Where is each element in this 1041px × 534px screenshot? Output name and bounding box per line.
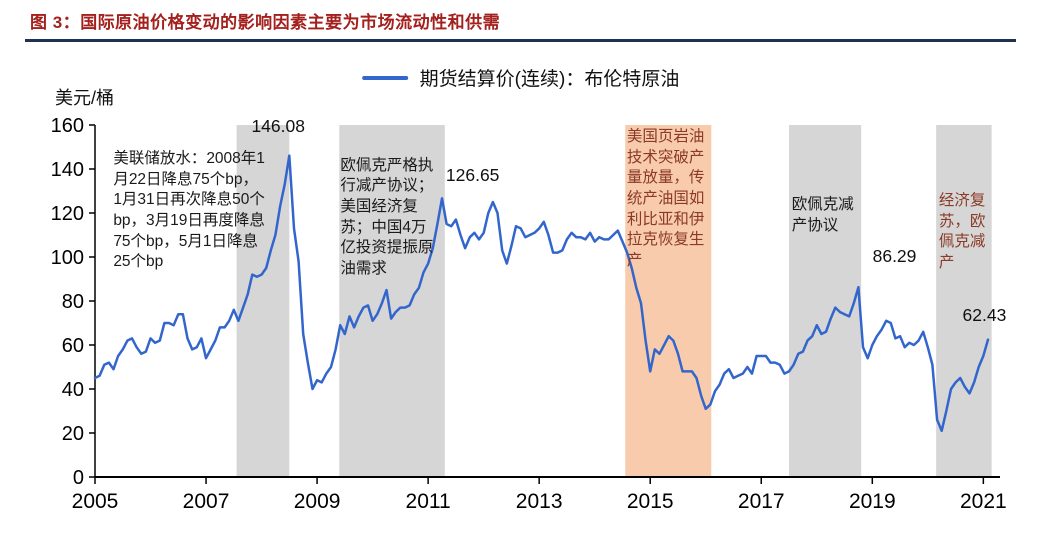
- y-tick-label: 120: [51, 203, 84, 225]
- y-tick-label: 0: [73, 467, 84, 489]
- x-tick-label: 2019: [849, 490, 896, 513]
- y-tick-label: 60: [62, 335, 84, 357]
- chart-legend: 期货结算价(连续)：布伦特原油: [361, 64, 680, 91]
- x-tick-label: 2005: [72, 490, 119, 513]
- band-2014-2016-shale-glut: [625, 125, 712, 477]
- x-tick-label: 2017: [738, 490, 785, 513]
- legend-label: 期货结算价(连续)：布伦特原油: [419, 69, 680, 90]
- axes: 0 20 40 60 80 100 120 140 160 2005 2007 2009 2011 201…: [51, 115, 1007, 513]
- legend-line-swatch: [361, 75, 408, 80]
- x-tick-label: 2007: [183, 490, 230, 513]
- band-2009-2011-recovery: [339, 125, 445, 477]
- y-tick-label: 160: [51, 115, 84, 137]
- y-tick-label: 80: [62, 291, 84, 313]
- y-tick-label: 100: [51, 247, 84, 269]
- x-tick-label: 2013: [516, 490, 563, 513]
- x-tick-label: 2021: [960, 490, 1007, 513]
- figure-title-text: 国际原油价格变动的影响因素主要为市场流动性和供需: [80, 13, 501, 32]
- band-2017-2018-opec-cut: [789, 125, 862, 477]
- y-tick-label: 140: [51, 159, 84, 181]
- x-tick-label: 2015: [627, 490, 674, 513]
- x-tick-label: 2011: [406, 490, 451, 513]
- event-bands: [236, 125, 992, 477]
- y-tick-label: 40: [62, 379, 84, 401]
- x-tick-label: 2009: [294, 490, 341, 513]
- figure-label: 图 3：: [30, 13, 81, 32]
- title-divider: [25, 39, 1016, 42]
- figure-title: 图 3：国际原油价格变动的影响因素主要为市场流动性和供需: [30, 8, 500, 33]
- brent-price-line: [93, 154, 990, 433]
- y-axis-unit-label: 美元/桶: [55, 88, 115, 108]
- y-tick-label: 20: [62, 423, 84, 445]
